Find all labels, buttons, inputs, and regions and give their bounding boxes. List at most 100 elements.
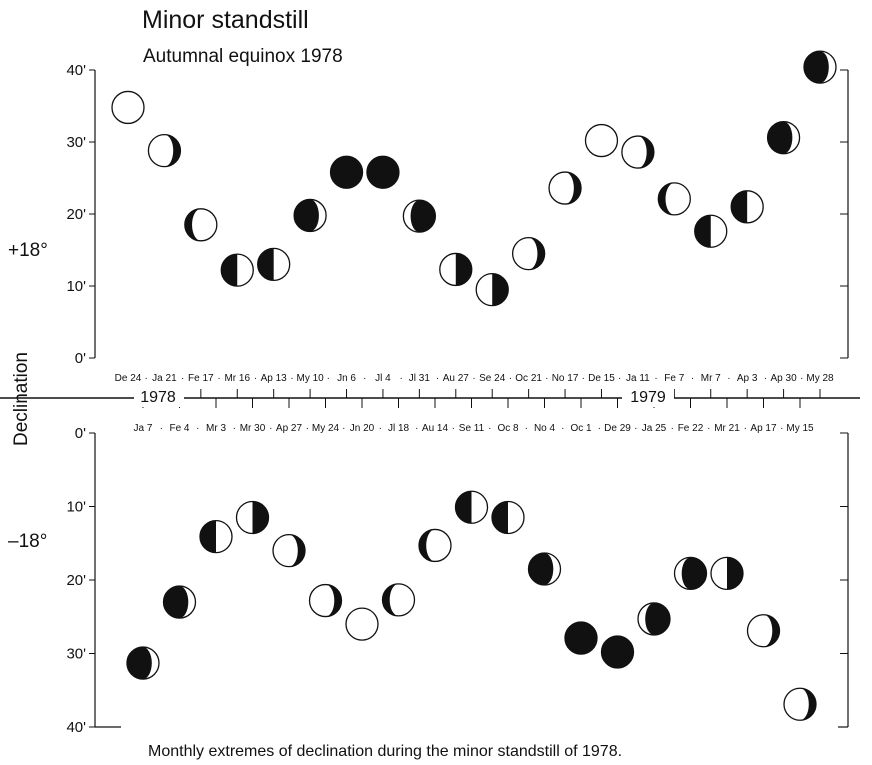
date-separator: · (327, 373, 330, 384)
y-tick-label-north: 10' (66, 278, 86, 295)
date-separator: · (472, 373, 475, 384)
moon-north-De-15 (584, 123, 619, 158)
moon-north-Mr-16 (220, 253, 254, 287)
date-label-top: My 28 (806, 373, 834, 384)
date-separator: · (509, 373, 512, 384)
date-separator: · (654, 373, 657, 384)
date-separator: · (269, 423, 272, 434)
chart-title: Minor standstill (142, 6, 309, 34)
moon-north-Au-27 (439, 252, 473, 287)
date-separator: · (254, 373, 257, 384)
date-separator: · (233, 423, 236, 434)
y-tick-label-south: 20' (66, 572, 86, 589)
moon-south-Fe-4 (162, 585, 197, 619)
date-label-bottom: Jn 20 (350, 423, 375, 434)
moon-south-Ap-27 (272, 533, 306, 568)
moon-south-Mr-21 (710, 556, 744, 591)
date-separator: · (800, 373, 803, 384)
moon-north-De-24 (111, 90, 145, 125)
moon-north-Ap-13 (257, 247, 291, 282)
year-label-1978: 1978 (140, 389, 176, 406)
date-label-bottom: Ap 17 (750, 423, 777, 434)
north-reference-label: +18° (8, 240, 48, 261)
date-label-bottom: My 15 (786, 423, 814, 434)
moon-south-Se-11 (454, 490, 489, 524)
date-separator: · (582, 373, 585, 384)
date-label-top: Jl 4 (375, 373, 391, 384)
moon-north-Fe-7 (657, 182, 691, 216)
date-separator: · (452, 423, 455, 434)
date-label-top: Jl 31 (409, 373, 431, 384)
moon-south-Fe-22 (673, 556, 708, 591)
moon-south-No-4 (527, 552, 562, 586)
date-label-top: Au 27 (443, 373, 470, 384)
date-label-top: No 17 (552, 373, 579, 384)
y-tick-label-south: 10' (66, 499, 86, 516)
date-label-bottom: Mr 30 (240, 423, 266, 434)
date-label-top: De 15 (588, 373, 615, 384)
moon-south-Mr-30 (235, 500, 270, 535)
date-separator: · (290, 373, 293, 384)
y-tick-label-south: 40' (66, 719, 86, 736)
y-tick-label-north: 20' (66, 206, 86, 223)
moon-north-Ap-3 (730, 190, 764, 224)
chart-subtitle: Autumnal equinox 1978 (143, 46, 343, 67)
date-separator: · (160, 423, 163, 434)
moon-north-Jl-4 (366, 155, 400, 189)
moon-south-My-24 (308, 583, 343, 618)
south-reference-label: –18° (8, 531, 48, 552)
date-label-top: Se 24 (479, 373, 506, 384)
moon-south-Ja-25 (637, 602, 671, 636)
date-label-top: Ja 21 (152, 373, 177, 384)
moon-south-Jl-18 (381, 583, 416, 617)
moon-north-Se-24 (475, 272, 509, 307)
date-separator: · (363, 373, 366, 384)
date-label-top: My 10 (296, 373, 324, 384)
moon-north-Jn-6 (329, 155, 364, 189)
date-separator: · (217, 373, 220, 384)
moon-north-Ap-30 (766, 121, 801, 155)
chart-caption: Monthly extremes of declination during t… (148, 743, 623, 760)
y-tick-label-north: 30' (66, 134, 86, 151)
moon-north-My-10 (293, 198, 327, 233)
date-label-bottom: Au 14 (422, 423, 449, 434)
date-label-bottom: Fe 22 (678, 423, 704, 434)
date-label-top: Ja 11 (626, 373, 650, 384)
date-separator: · (306, 423, 309, 434)
moon-north-Mr-7 (694, 214, 728, 248)
date-label-top: Jn 6 (337, 373, 356, 384)
date-separator: · (399, 373, 402, 384)
date-label-bottom: Jl 18 (388, 423, 410, 434)
date-label-bottom: Oc 1 (570, 423, 592, 434)
date-label-top: Mr 16 (224, 373, 250, 384)
moon-north-Fe-17 (184, 208, 218, 242)
date-label-top: Mr 7 (701, 373, 721, 384)
moon-north-Jl-31 (402, 199, 437, 233)
moon-north-No-17 (548, 171, 582, 205)
year-label-1979: 1979 (630, 389, 666, 406)
date-separator: · (415, 423, 418, 434)
date-label-bottom: Fe 4 (169, 423, 189, 434)
date-separator: · (196, 423, 199, 434)
date-separator: · (744, 423, 747, 434)
date-separator: · (618, 373, 621, 384)
date-separator: · (488, 423, 491, 434)
y-tick-label-north: 0' (75, 350, 86, 367)
moon-north-Ja-11 (621, 135, 655, 169)
date-label-bottom: No 4 (534, 423, 556, 434)
date-label-top: Fe 7 (664, 373, 684, 384)
date-label-top: Fe 17 (188, 373, 214, 384)
date-separator: · (379, 423, 382, 434)
moon-south-De-29 (600, 635, 635, 669)
moon-south-Ap-17 (746, 614, 781, 648)
moon-north-Ja-21 (147, 133, 182, 168)
moon-south-Oc-8 (491, 500, 525, 535)
date-label-bottom: Ja 25 (642, 423, 667, 434)
date-label-bottom: Ap 27 (276, 423, 303, 434)
date-separator: · (691, 373, 694, 384)
date-separator: · (727, 373, 730, 384)
date-separator: · (598, 423, 601, 434)
date-separator: · (525, 423, 528, 434)
date-separator: · (671, 423, 674, 434)
moon-south-Oc-1 (564, 621, 598, 655)
